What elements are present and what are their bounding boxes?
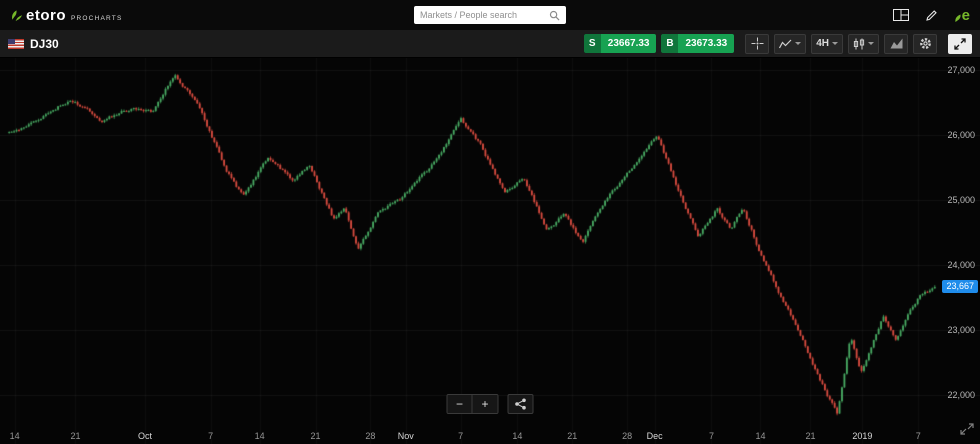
chart-type-button[interactable] — [774, 33, 807, 54]
time-axis-label: 7 — [208, 431, 214, 441]
time-axis-label: 2019 — [852, 431, 873, 441]
header-actions: e — [892, 8, 970, 23]
share-icon — [515, 398, 526, 410]
crosshair-icon — [751, 37, 764, 50]
timeframe-label: 4H — [816, 38, 829, 49]
time-axis-label: 21 — [567, 431, 578, 441]
time-axis-label: Oct — [138, 431, 153, 441]
search-icon — [549, 10, 560, 21]
resize-arrows-icon — [960, 423, 974, 435]
zoom-button-group: − + — [446, 394, 499, 414]
toolbar-right: S 23667.33 B 23673.33 — [583, 33, 972, 54]
time-axis-label: Dec — [646, 431, 663, 441]
time-axis-label: 14 — [9, 431, 20, 441]
time-axis-label: 21 — [805, 431, 816, 441]
chart-resize-handle[interactable] — [960, 422, 974, 440]
share-button[interactable] — [507, 394, 534, 414]
time-axis-label: 7 — [708, 431, 714, 441]
timeframe-button[interactable]: 4H — [811, 33, 843, 54]
crosshair-button[interactable] — [745, 33, 770, 54]
sell-button[interactable]: S 23667.33 — [583, 34, 657, 53]
chart-area[interactable]: 27,000 26,000 25,000 24,000 23,000 22,000 14 2… — [0, 58, 980, 444]
etoro-logo-icon — [12, 9, 23, 21]
sell-letter: S — [583, 34, 601, 53]
search-input[interactable] — [420, 10, 549, 20]
candlestick-chart-canvas[interactable] — [0, 58, 980, 444]
time-axis-label: 14 — [512, 431, 523, 441]
candle-style-button[interactable] — [848, 33, 879, 54]
chart-toolbar: DJ30 S 23667.33 B 23673.33 — [0, 30, 980, 58]
etoro-e-icon[interactable]: e — [954, 8, 970, 23]
zoom-out-button[interactable]: − — [447, 395, 473, 413]
time-axis-label: 7 — [458, 431, 464, 441]
time-axis-label: 21 — [310, 431, 321, 441]
top-header: etoro PROCHARTS e — [0, 0, 980, 30]
chevron-down-icon — [795, 42, 802, 45]
search-box[interactable] — [414, 6, 566, 24]
time-axis-label: 21 — [70, 431, 81, 441]
etoro-leaf-icon — [955, 14, 961, 22]
sell-price: 23667.33 — [607, 38, 650, 49]
etoro-e-letter: e — [961, 6, 970, 24]
etoro-logo-text: etoro — [26, 6, 66, 24]
us-flag-icon — [8, 38, 24, 49]
chevron-down-icon — [868, 42, 874, 45]
time-axis-label: 7 — [915, 431, 921, 441]
gear-icon — [919, 38, 931, 49]
expand-icon — [954, 37, 966, 50]
instrument-selector[interactable]: DJ30 — [8, 37, 59, 51]
zoom-controls: − + — [446, 394, 534, 414]
time-axis-label: 14 — [254, 431, 265, 441]
layout-grid-icon[interactable] — [892, 9, 909, 21]
time-axis-label: 28 — [622, 431, 633, 441]
compare-button[interactable] — [884, 33, 908, 54]
line-chart-icon — [779, 39, 792, 48]
etoro-logo[interactable]: etoro PROCHARTS — [10, 8, 123, 23]
time-axis-label: 28 — [365, 431, 376, 441]
buy-button[interactable]: B 23673.33 — [661, 34, 735, 53]
last-price-tag: 23,667 — [942, 279, 978, 293]
zoom-in-button[interactable]: + — [472, 395, 498, 413]
time-axis-label: 14 — [755, 431, 766, 441]
chevron-down-icon — [832, 42, 838, 45]
time-axis-label: Nov — [397, 431, 414, 441]
edit-pencil-icon[interactable] — [925, 9, 938, 22]
settings-button[interactable] — [913, 33, 937, 54]
candlestick-icon — [853, 38, 865, 49]
instrument-name: DJ30 — [30, 36, 59, 51]
fullscreen-button[interactable] — [948, 33, 972, 54]
buy-price: 23673.33 — [685, 38, 728, 49]
procharts-label: PROCHARTS — [71, 14, 123, 22]
buy-letter: B — [661, 34, 679, 53]
area-compare-icon — [890, 38, 902, 49]
